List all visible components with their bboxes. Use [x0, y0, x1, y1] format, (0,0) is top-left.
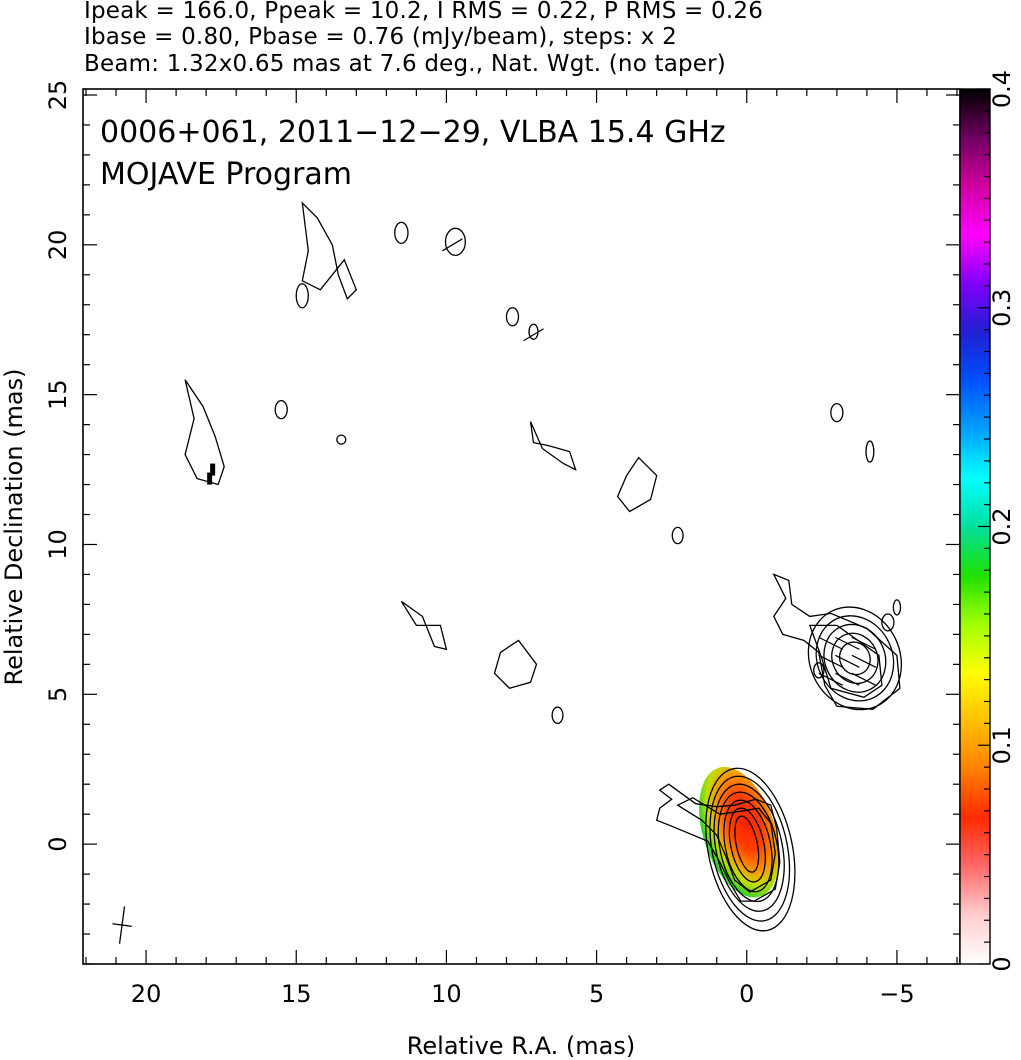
- y-tick-label: 0: [44, 836, 72, 851]
- noise-contour: [493, 639, 538, 690]
- header-line-base: Ibase = 0.80, Pbase = 0.76 (mJy/beam), s…: [84, 24, 677, 50]
- y-tick-label: 5: [44, 687, 72, 702]
- jet-contour: [807, 606, 903, 711]
- core-contour: [705, 767, 796, 932]
- noise-contour: [394, 221, 409, 244]
- noise-contour: [892, 599, 902, 616]
- polarization-vector: [851, 672, 877, 686]
- jet-contour: [815, 615, 895, 702]
- x-tick-label: −5: [879, 980, 914, 1008]
- jet-outer-contour: [808, 624, 883, 699]
- core-contour: [709, 775, 791, 922]
- x-tick-label: 0: [739, 980, 754, 1008]
- core-contour: [717, 791, 780, 903]
- x-tick-label: 15: [281, 980, 312, 1008]
- jet-contour: [831, 632, 879, 685]
- noise-contour: [813, 662, 825, 679]
- noise-contour: [551, 706, 564, 725]
- core-contour: [723, 799, 773, 893]
- colorbar-tick-label: 0.3: [988, 289, 1016, 327]
- program-title: MOJAVE Program: [100, 157, 352, 192]
- y-axis-label: Relative Declination (mas): [0, 368, 28, 685]
- core-extended-contour: [676, 796, 776, 893]
- polarization-vector: [523, 328, 544, 342]
- x-tick-label: 10: [431, 980, 462, 1008]
- colorbar-tick-label: 0.1: [988, 726, 1016, 764]
- y-tick-label: 10: [44, 529, 72, 560]
- x-tick-label: 5: [589, 980, 604, 1008]
- y-tick-label: 25: [44, 80, 72, 111]
- polarization-pixel: [207, 472, 213, 485]
- beam-minor-axis: [112, 923, 132, 927]
- core-contour: [728, 807, 766, 883]
- noise-contour: [301, 201, 358, 300]
- x-axis-label: Relative R.A. (mas): [407, 1032, 635, 1060]
- y-tick-label: 15: [44, 379, 72, 410]
- plot-frame: [82, 88, 961, 965]
- colorbar-tick-label: 0.2: [988, 507, 1016, 545]
- core-contour: [734, 815, 760, 873]
- noise-contour: [336, 434, 347, 445]
- core-extended-contour: [655, 783, 781, 902]
- colorbar-tick-label: 0: [988, 956, 1016, 971]
- y-tick-label: 20: [44, 230, 72, 261]
- noise-contour: [295, 283, 309, 309]
- polarization-vector: [818, 636, 844, 650]
- jet-outer-contour: [772, 573, 901, 710]
- noise-contour: [529, 421, 577, 471]
- core-contour: [713, 783, 785, 912]
- noise-contour: [400, 600, 448, 651]
- polarization-pixel: [210, 463, 216, 476]
- header-line-beam: Beam: 1.32x0.65 mas at 7.6 deg., Nat. Wg…: [84, 51, 726, 77]
- noise-contour: [865, 440, 875, 463]
- noise-contour: [505, 307, 520, 327]
- colorbar-tick-label: 0.4: [988, 70, 1016, 108]
- polarization-vector: [818, 654, 844, 668]
- polarization-vector: [851, 654, 877, 668]
- polarization-vector: [442, 238, 463, 252]
- polarization-region: [699, 766, 780, 898]
- polarization-vector: [835, 672, 860, 686]
- polarization-vector: [851, 636, 877, 650]
- header-line-peak: Ipeak = 166.0, Ppeak = 10.2, I RMS = 0.2…: [84, 0, 764, 24]
- noise-contour: [184, 379, 225, 486]
- noise-contour: [274, 399, 288, 420]
- noise-contour: [881, 613, 895, 632]
- polarization-vector: [835, 654, 860, 668]
- source-title: 0006+061, 2011−12−29, VLBA 15.4 GHz: [100, 115, 726, 150]
- polarization-vector: [835, 636, 860, 650]
- noise-contour: [671, 526, 684, 545]
- noise-contour: [830, 402, 844, 423]
- x-tick-label: 20: [131, 980, 162, 1008]
- noise-contour: [616, 456, 658, 513]
- noise-contour: [444, 227, 466, 256]
